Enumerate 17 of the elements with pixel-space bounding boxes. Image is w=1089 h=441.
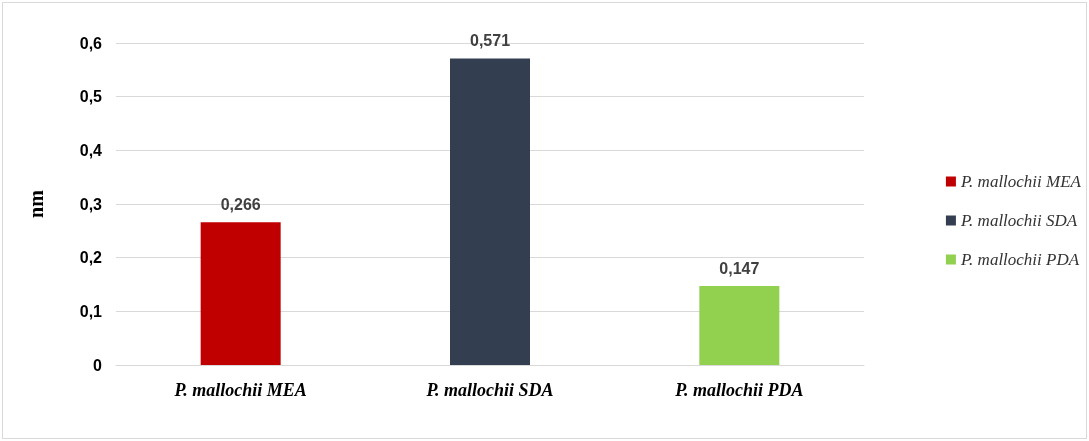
legend-label: P. mallochii MEA: [959, 172, 1082, 191]
y-tick-label: 0,1: [79, 302, 103, 320]
y-tick-label: 0: [93, 356, 103, 374]
y-tick-label: 0,5: [79, 88, 103, 106]
y-tick-label: 0,4: [79, 141, 103, 159]
legend-label: P. mallochii SDA: [959, 211, 1078, 230]
y-axis-title: nm: [25, 189, 47, 218]
legend-label: P. mallochii PDA: [959, 250, 1080, 269]
x-tick-label: P. mallochii MEA: [173, 380, 307, 400]
y-tick-label: 0,3: [79, 195, 103, 213]
y-tick-label: 0,2: [79, 249, 103, 267]
data-label: 0,571: [469, 32, 511, 50]
y-tick-label: 0,6: [79, 34, 103, 52]
x-tick-label: P. mallochii PDA: [674, 380, 804, 400]
x-tick-label: P. mallochii SDA: [425, 380, 554, 400]
data-label: 0,266: [220, 195, 261, 213]
data-label: 0,147: [719, 259, 760, 277]
